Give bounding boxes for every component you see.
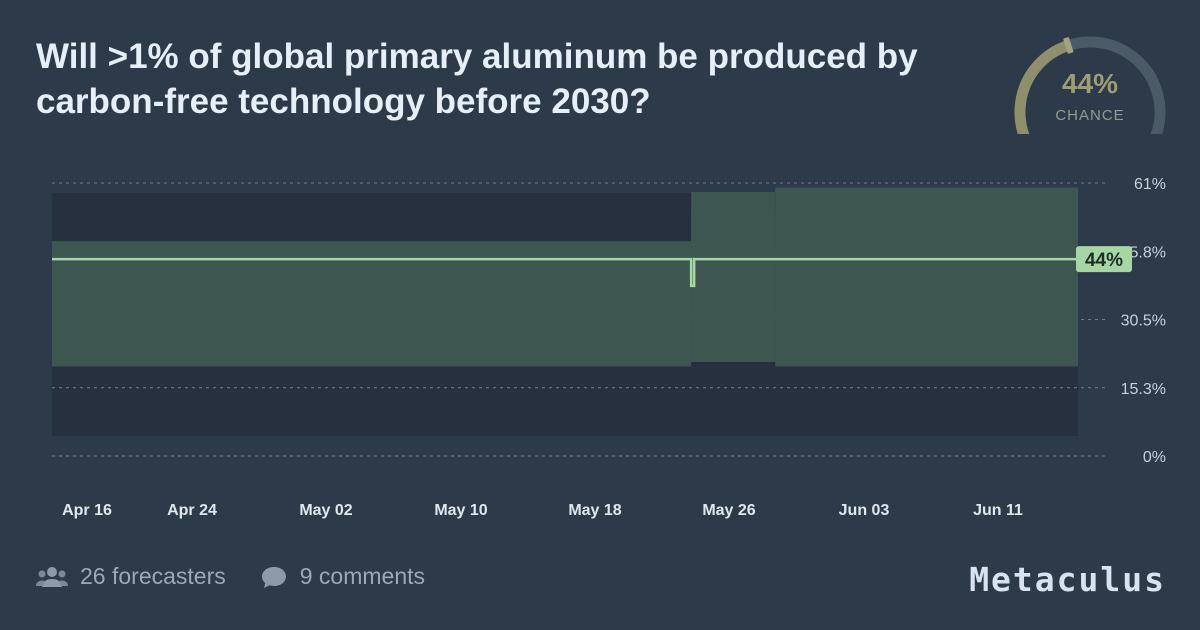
x-tick-label: May 10 — [434, 502, 487, 519]
x-tick-label: Jun 11 — [973, 502, 1023, 519]
x-axis-ticks: Apr 16 Apr 24 May 02 May 10 May 18 May 26 Jun … — [62, 502, 1023, 519]
x-tick-label: May 02 — [299, 502, 352, 519]
band-segment — [52, 241, 692, 367]
comments-count: 9 comments — [299, 563, 426, 589]
x-tick-label: Jun 03 — [839, 502, 890, 519]
x-tick-label: Apr 24 — [167, 502, 217, 519]
chance-gauge: 44% CHANCE — [1010, 24, 1170, 178]
median-line — [52, 257, 1078, 288]
question-title: Will >1% of global primary aluminum be p… — [36, 37, 918, 121]
y-tick-label: 61% — [1134, 176, 1166, 193]
users-icon — [36, 566, 68, 587]
brand-logo[interactable]: Metaculus — [969, 560, 1166, 599]
comment-bubble-icon — [261, 566, 286, 588]
gauge-marker — [1063, 37, 1074, 54]
median-line-layer — [52, 257, 1078, 288]
y-tick-label: 0% — [1143, 449, 1166, 466]
current-value-marker: 44% — [1076, 246, 1132, 273]
band-segment — [691, 209, 776, 363]
y-axis-ticks: 61%45.8%30.5%15.3%0% — [1121, 176, 1166, 466]
x-tick-label: Apr 16 — [62, 502, 112, 519]
x-tick-label: May 26 — [702, 502, 755, 519]
current-value-label: 44% — [1085, 250, 1123, 271]
gauge-caption: CHANCE — [1055, 107, 1125, 124]
footer-stats: 26 forecasters 9 comments — [36, 563, 459, 590]
x-tick-label: May 18 — [568, 502, 621, 519]
forecasters-stat[interactable]: 26 forecasters — [36, 563, 226, 590]
current-value-badge — [1076, 246, 1132, 273]
y-tick-label: 30.5% — [1121, 313, 1166, 330]
forecasters-count: 26 forecasters — [80, 563, 226, 589]
forecast-chart[interactable]: 61%45.8%30.5%15.3%0% Apr 16 Apr 24 May 02 M… — [0, 150, 1200, 530]
y-tick-label: 15.3% — [1121, 381, 1166, 398]
comments-stat[interactable]: 9 comments — [260, 563, 425, 590]
confidence-band — [52, 187, 1078, 367]
gauge-value: 44% — [1061, 68, 1119, 99]
band-segment — [775, 187, 1078, 367]
